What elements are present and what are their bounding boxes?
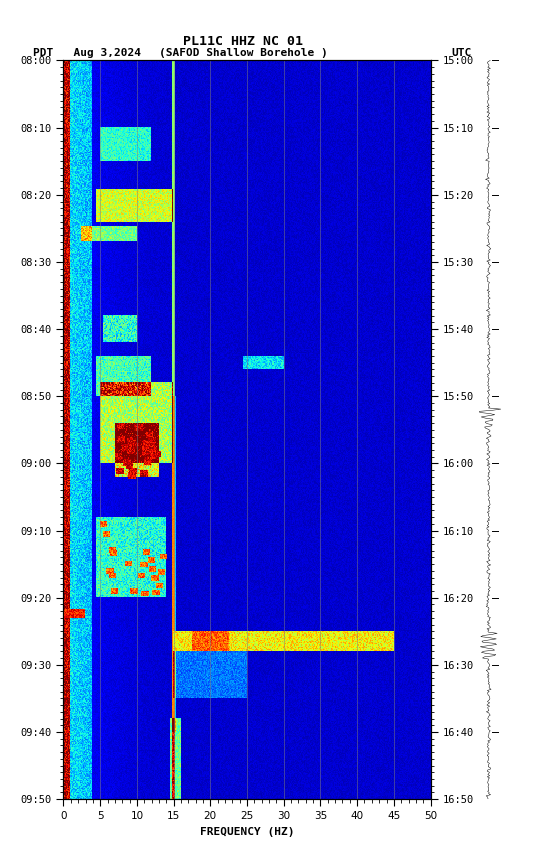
Text: PDT   Aug 3,2024: PDT Aug 3,2024 [33,48,141,58]
Text: UTC: UTC [452,48,472,58]
X-axis label: FREQUENCY (HZ): FREQUENCY (HZ) [200,827,294,836]
Text: (SAFOD Shallow Borehole ): (SAFOD Shallow Borehole ) [158,48,327,58]
Text: PL11C HHZ NC 01: PL11C HHZ NC 01 [183,35,303,48]
